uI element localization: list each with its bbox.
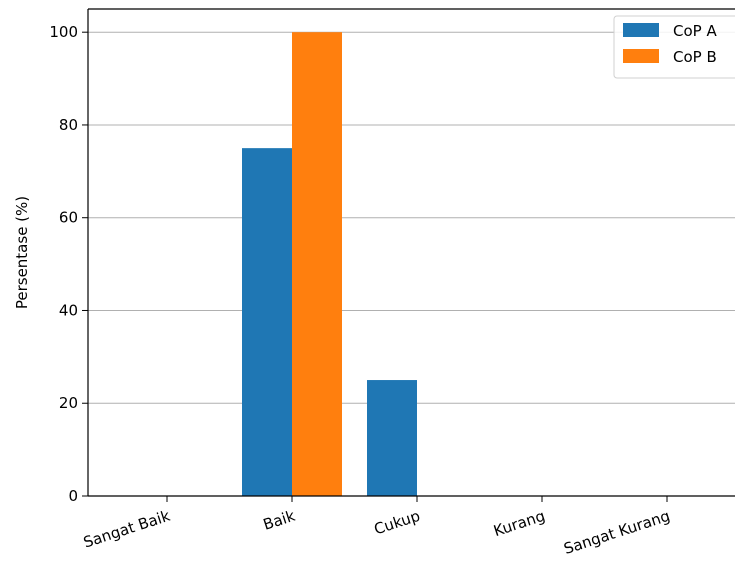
x-ticks: Sangat Baik Baik Cukup Kurang Sangat Kurang <box>81 496 672 558</box>
axes <box>87 8 735 497</box>
bar-cop-a-baik <box>242 148 292 496</box>
y-tick-label: 100 <box>49 23 78 41</box>
x-tick-label: Cukup <box>372 507 422 539</box>
legend: CoP A CoP B <box>613 15 735 79</box>
y-tick-label: 80 <box>59 116 78 134</box>
x-tick-label: Sangat Kurang <box>562 507 673 558</box>
y-axis-label: Persentase (%) <box>13 196 31 309</box>
y-ticks: 0 20 40 60 80 100 <box>49 23 88 505</box>
x-tick-label: Kurang <box>491 507 547 540</box>
grid-lines <box>88 31 735 404</box>
y-tick-label: 40 <box>59 301 78 319</box>
y-tick-label: 20 <box>59 394 78 412</box>
y-tick-label: 0 <box>68 487 78 505</box>
y-tick-label: 60 <box>59 209 78 227</box>
bar-cop-b-baik <box>292 32 342 496</box>
x-tick-label: Sangat Baik <box>81 507 172 552</box>
legend-swatch <box>623 23 659 37</box>
legend-label: CoP B <box>673 48 717 66</box>
bars <box>242 32 417 496</box>
legend-swatch <box>623 49 659 63</box>
x-tick-label: Baik <box>261 507 298 534</box>
legend-label: CoP A <box>673 22 717 40</box>
bar-cop-a-cukup <box>367 380 417 496</box>
